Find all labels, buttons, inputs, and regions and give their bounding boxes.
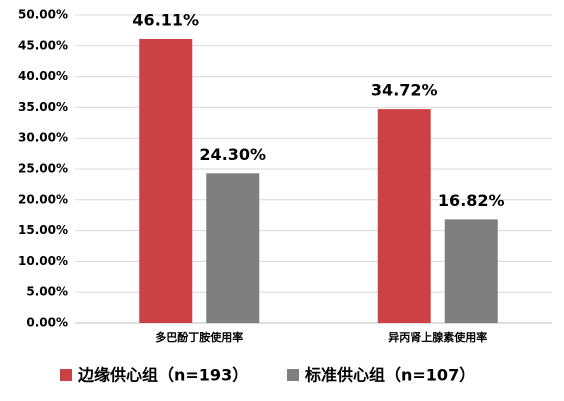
y-tick-label: 20.00% bbox=[18, 192, 68, 206]
value-label: 24.30% bbox=[199, 145, 266, 164]
legend-swatch bbox=[60, 369, 72, 381]
bar bbox=[139, 38, 193, 323]
y-tick-label: 10.00% bbox=[18, 254, 68, 268]
bar bbox=[206, 173, 260, 323]
y-tick-label: 30.00% bbox=[18, 131, 68, 145]
bar bbox=[377, 109, 431, 323]
value-label: 46.11% bbox=[132, 10, 199, 29]
y-tick-label: 50.00% bbox=[18, 8, 68, 22]
y-tick-label: 5.00% bbox=[26, 285, 68, 299]
bar bbox=[444, 219, 498, 323]
x-tick-label: 多巴酚丁胺使用率 bbox=[155, 330, 243, 344]
value-label: 34.72% bbox=[371, 81, 438, 100]
y-tick-label: 35.00% bbox=[18, 100, 68, 114]
y-tick-label: 40.00% bbox=[18, 69, 68, 83]
y-tick-label: 45.00% bbox=[18, 38, 68, 52]
legend-label: 标准供心组（n=107） bbox=[304, 366, 475, 385]
legend-swatch bbox=[287, 369, 299, 381]
y-tick-label: 15.00% bbox=[18, 223, 68, 237]
x-tick-label: 异丙肾上腺素使用率 bbox=[388, 330, 487, 344]
legend-label: 边缘供心组（n=193） bbox=[77, 366, 248, 385]
y-tick-label: 25.00% bbox=[18, 162, 68, 176]
value-label: 16.82% bbox=[438, 191, 505, 210]
y-tick-label: 0.00% bbox=[26, 316, 68, 330]
